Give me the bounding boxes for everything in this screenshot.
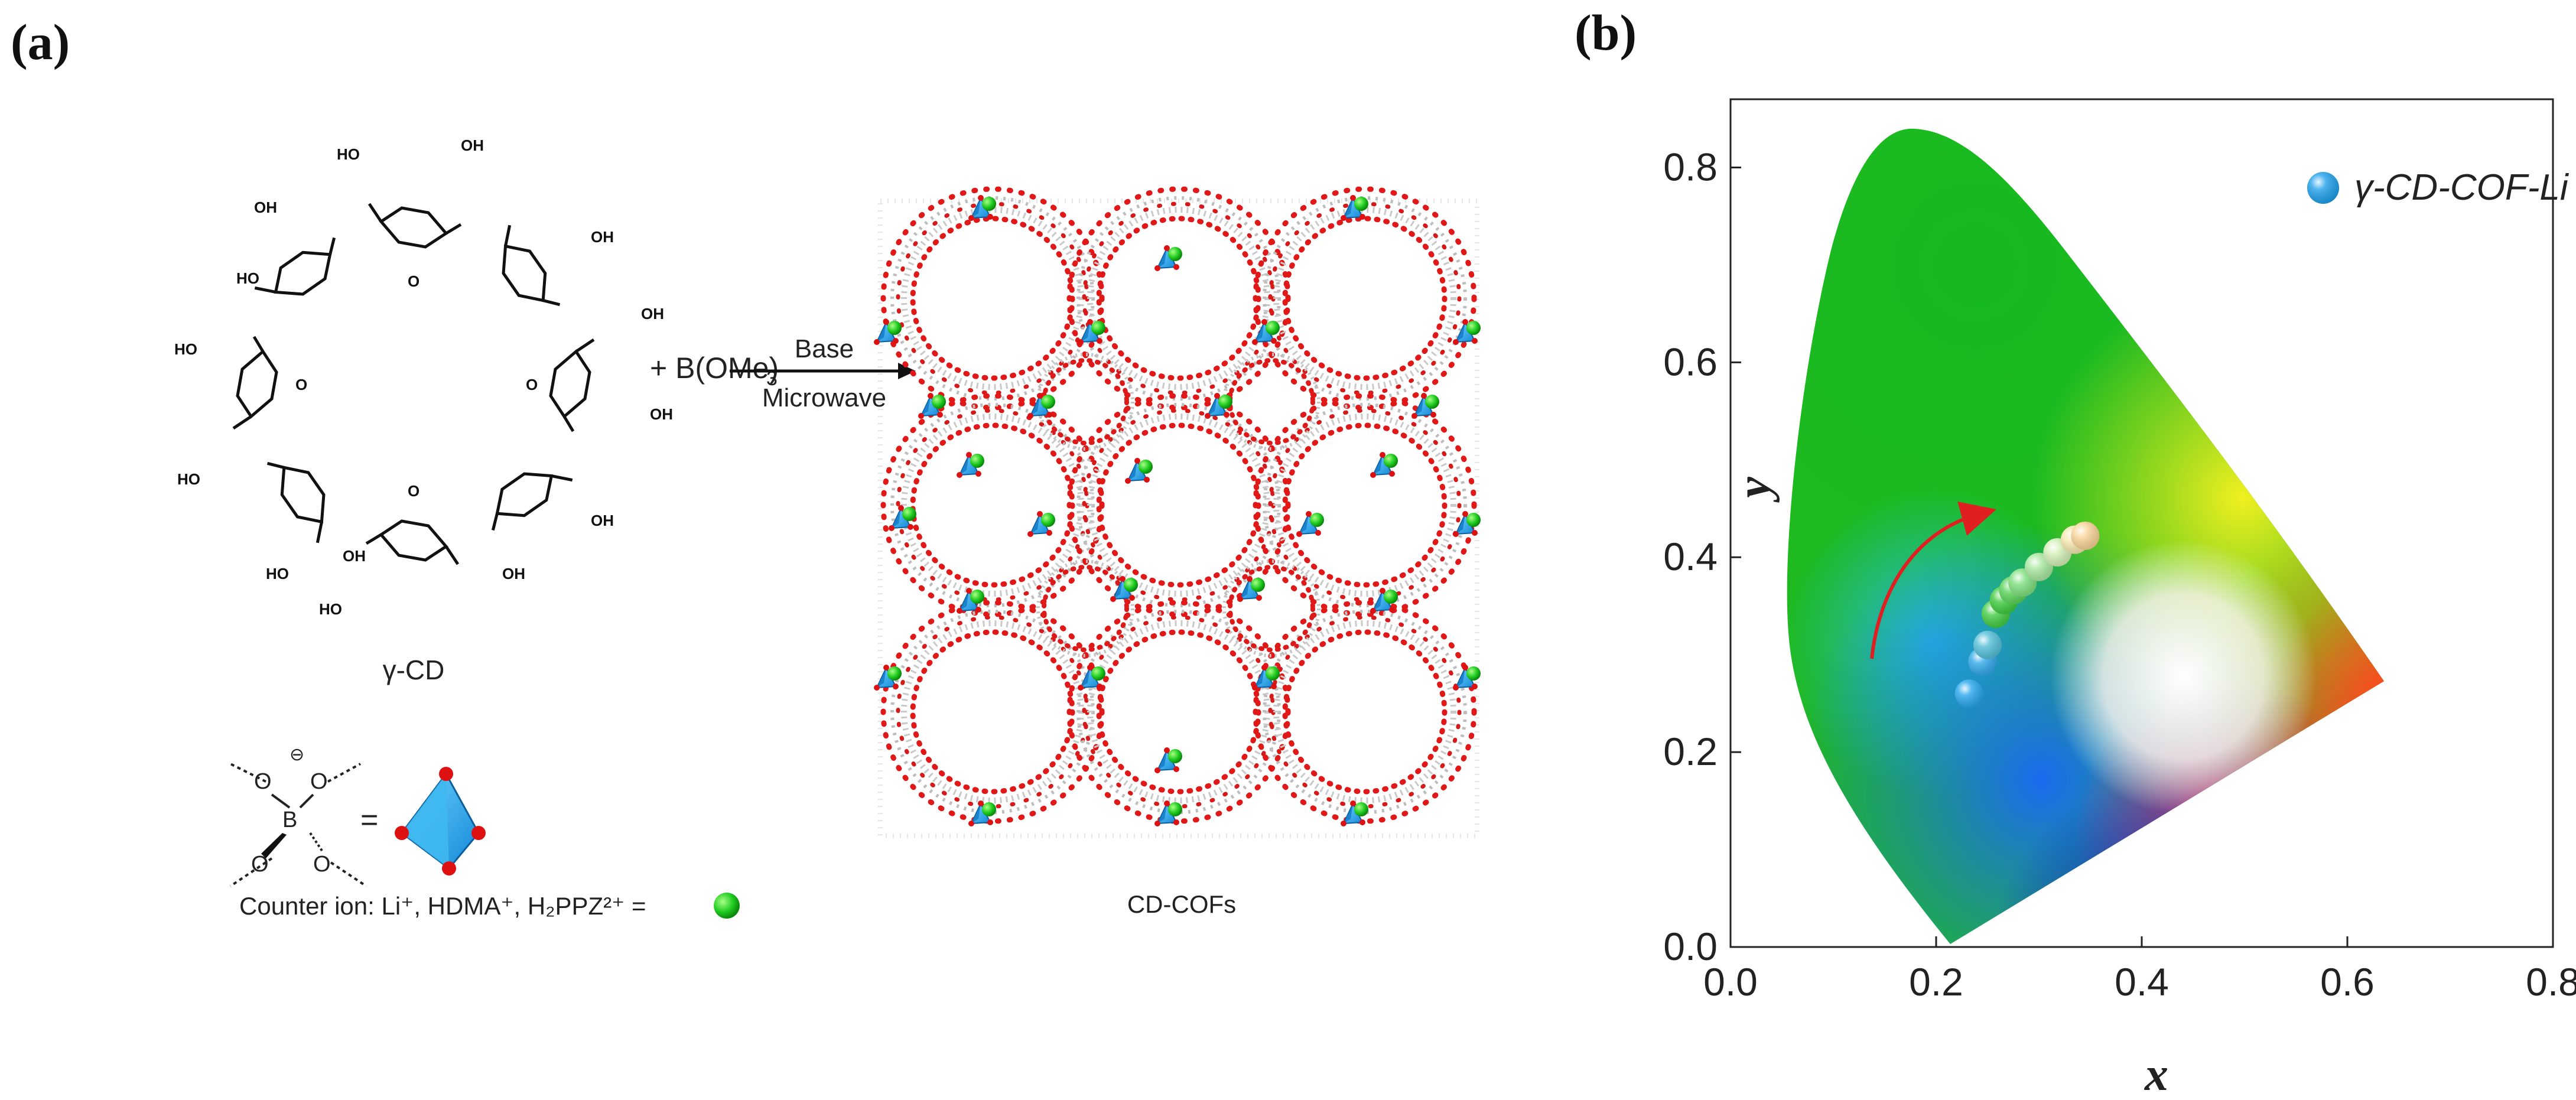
shift-arrow [1870, 501, 1996, 659]
panel-a-label: (a) [11, 14, 70, 70]
oh-label: OH [254, 198, 277, 216]
y-tick-label: 0.2 [1663, 730, 1718, 773]
panel-b-label: (b) [1575, 4, 1637, 61]
oh-label: OH [461, 136, 484, 154]
oh-label: OH [591, 228, 614, 246]
y-axis-ticks: 0.0 0.2 0.4 0.6 0.8 [1663, 145, 1741, 968]
borate-legend: O O ⊖ B O O = [229, 745, 378, 887]
data-point-highlight [2071, 521, 2100, 550]
ho-label: HO [174, 340, 197, 358]
ho-label: HO [337, 145, 360, 163]
legend-charge: ⊖ [290, 745, 304, 764]
panel-a-scheme: OH OH OH OH OH OH OH OH HO HO HO HO HO H… [174, 136, 1481, 920]
x-tick-label: 0.8 [2526, 960, 2576, 1004]
reagent-subscript: 3 [766, 367, 778, 390]
tetrahedron-icon [395, 767, 486, 876]
o-label: O [408, 482, 419, 500]
data-points [1954, 521, 2100, 708]
o-label: O [408, 272, 419, 290]
legend: γ-CD-COF-Li [2307, 167, 2570, 208]
counter-ion-text: Counter ion: Li⁺, HDMA⁺, H₂PPZ²⁺ = [239, 892, 646, 920]
legend-oxygen: O [254, 769, 272, 794]
legend-equals: = [360, 803, 378, 837]
x-tick-label: 0.6 [2320, 960, 2375, 1004]
ho-label: HO [319, 600, 342, 618]
y-tick-label: 0.0 [1663, 925, 1718, 968]
oh-label: OH [502, 565, 525, 582]
oh-label: OH [641, 305, 664, 323]
reaction-arrowhead [898, 363, 916, 379]
legend-oxygen: O [310, 769, 328, 794]
legend-boron: B [282, 808, 297, 832]
arrow-condition-base: Base [795, 334, 854, 363]
ho-label: HO [177, 470, 200, 488]
gamma-cd-structure: OH OH OH OH OH OH OH OH HO HO HO HO HO H… [174, 136, 673, 618]
cd-cof-framework [873, 189, 1481, 838]
ho-label: HO [266, 565, 289, 582]
ho-label: HO [236, 269, 259, 287]
counter-ion-ball-icon [714, 893, 740, 919]
y-tick-label: 0.6 [1663, 340, 1718, 383]
y-tick-label: 0.8 [1663, 145, 1718, 188]
cd-cofs-label: CD-COFs [1127, 890, 1236, 918]
arrow-condition-microwave: Microwave [762, 383, 886, 412]
x-tick-label: 0.0 [1703, 960, 1758, 1004]
reagent-text: + B(OMe) [650, 352, 779, 385]
x-tick-label: 0.4 [2115, 960, 2169, 1004]
o-label: O [526, 376, 538, 393]
x-axis-ticks: 0.0 0.2 0.4 0.6 0.8 [1703, 936, 2576, 1004]
y-tick-label: 0.4 [1663, 535, 1718, 578]
oh-label: OH [591, 512, 614, 529]
legend-series-name: γ-CD-COF-Li [2354, 167, 2570, 208]
x-axis-title: x [2144, 1049, 2168, 1100]
x-tick-label: 0.2 [1909, 960, 1963, 1004]
oh-label: OH [650, 405, 673, 423]
data-point-highlight [1954, 679, 1983, 708]
cie-chromaticity-chart: 0.0 0.2 0.4 0.6 0.8 0.0 0.2 0.4 0.6 0.8 γ-CD-COF… [1663, 98, 2576, 1100]
o-label: O [295, 376, 307, 393]
legend-oxygen: O [313, 852, 331, 877]
oh-label: OH [343, 547, 366, 565]
gamma-cd-label: γ-CD [383, 655, 445, 685]
data-point-highlight [1973, 630, 2002, 659]
